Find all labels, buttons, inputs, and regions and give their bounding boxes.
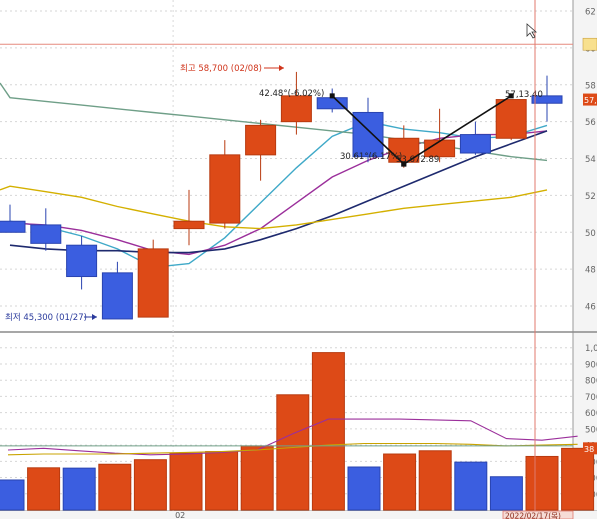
candle-body[interactable] xyxy=(0,220,26,233)
volume-moving-average-line xyxy=(7,418,578,456)
current-volume-tag xyxy=(583,442,597,455)
volume-bar[interactable] xyxy=(205,451,239,511)
candle-body[interactable] xyxy=(245,124,277,156)
trend-line-handle[interactable] xyxy=(401,161,407,167)
chart-annotation: 53,672.89 xyxy=(396,155,439,165)
low-annotation-arrowhead xyxy=(92,314,97,320)
price-y-tick-label: 56 xyxy=(585,118,596,128)
volume-bar[interactable] xyxy=(525,455,559,511)
candle-body[interactable] xyxy=(66,244,98,278)
volume-bar[interactable] xyxy=(347,466,381,511)
price-y-tick-label: 58 xyxy=(585,81,596,91)
trend-line[interactable] xyxy=(403,95,512,165)
trend-line-handle[interactable] xyxy=(329,93,335,99)
price-y-tick-label: 46 xyxy=(585,303,596,313)
price-moving-average-line xyxy=(9,120,548,269)
volume-bar[interactable] xyxy=(0,479,25,511)
mouse-cursor-icon xyxy=(526,23,538,39)
volume-bar[interactable] xyxy=(240,445,274,511)
volume-bar[interactable] xyxy=(62,467,96,511)
volume-y-tick-label: 500 xyxy=(585,425,597,435)
price-y-tick-label: 50 xyxy=(585,229,596,239)
candle-body[interactable] xyxy=(137,248,169,318)
volume-y-tick-label: 600 xyxy=(585,409,597,419)
candle-body[interactable] xyxy=(424,139,456,158)
price-moving-average-line xyxy=(9,130,548,256)
chart-annotation: 57,13.40 xyxy=(505,90,543,100)
chart-annotation: 42.48°(-6.02%) xyxy=(259,89,324,99)
candle-body[interactable] xyxy=(531,95,563,104)
candle-body[interactable] xyxy=(316,97,348,110)
volume-bar[interactable] xyxy=(561,447,595,511)
volume-y-tick-label: 800 xyxy=(585,377,597,387)
candle-body[interactable] xyxy=(30,224,62,244)
trend-line-handle[interactable] xyxy=(508,93,514,99)
horizontal-line-tag xyxy=(582,37,597,51)
crosshair-date-label: 2022/02/17(목) xyxy=(505,512,561,520)
chart-annotation: 최고 58,700 (02/08) xyxy=(180,63,262,74)
volume-bar[interactable] xyxy=(169,452,203,511)
high-annotation-arrowhead xyxy=(279,65,284,71)
price-y-tick-label: 62 xyxy=(585,8,596,18)
x-axis-strip xyxy=(0,511,597,519)
x-tick-label: 02 xyxy=(175,511,185,519)
candle-body[interactable] xyxy=(280,95,312,123)
price-y-tick-label: 54 xyxy=(585,155,596,165)
current-volume-label: 38 xyxy=(584,445,594,454)
candle-body[interactable] xyxy=(495,99,527,139)
chart-annotation: 최저 45,300 (01/27) xyxy=(5,312,87,323)
volume-bar[interactable] xyxy=(383,453,417,511)
candle-body[interactable] xyxy=(459,134,491,154)
volume-y-tick-label: 700 xyxy=(585,393,597,403)
volume-bar[interactable] xyxy=(98,463,132,511)
volume-bar[interactable] xyxy=(276,394,310,511)
volume-moving-average-line xyxy=(7,442,578,456)
trend-line[interactable] xyxy=(331,95,405,165)
price-y-tick-label: 52 xyxy=(585,192,596,202)
current-price-tag xyxy=(583,93,597,106)
volume-bar[interactable] xyxy=(454,461,488,511)
candle-body[interactable] xyxy=(101,272,133,320)
candle-body[interactable] xyxy=(209,154,241,224)
volume-bar[interactable] xyxy=(489,476,523,511)
price-y-tick-label: 48 xyxy=(585,266,596,276)
candle-body[interactable] xyxy=(173,220,205,230)
volume-y-tick-label: 1,0 xyxy=(585,344,597,354)
y-axis-strip xyxy=(573,0,597,519)
volume-bar[interactable] xyxy=(27,467,61,511)
volume-y-tick-label: 900 xyxy=(585,360,597,370)
volume-bar[interactable] xyxy=(418,450,452,511)
volume-bar[interactable] xyxy=(133,459,167,511)
chart-annotation: 30.61°(6.17%) xyxy=(340,152,402,162)
current-price-label: 57, xyxy=(584,96,597,105)
volume-bar[interactable] xyxy=(311,352,345,511)
price-moving-average-line xyxy=(9,130,548,254)
price-moving-average-line xyxy=(0,185,548,230)
